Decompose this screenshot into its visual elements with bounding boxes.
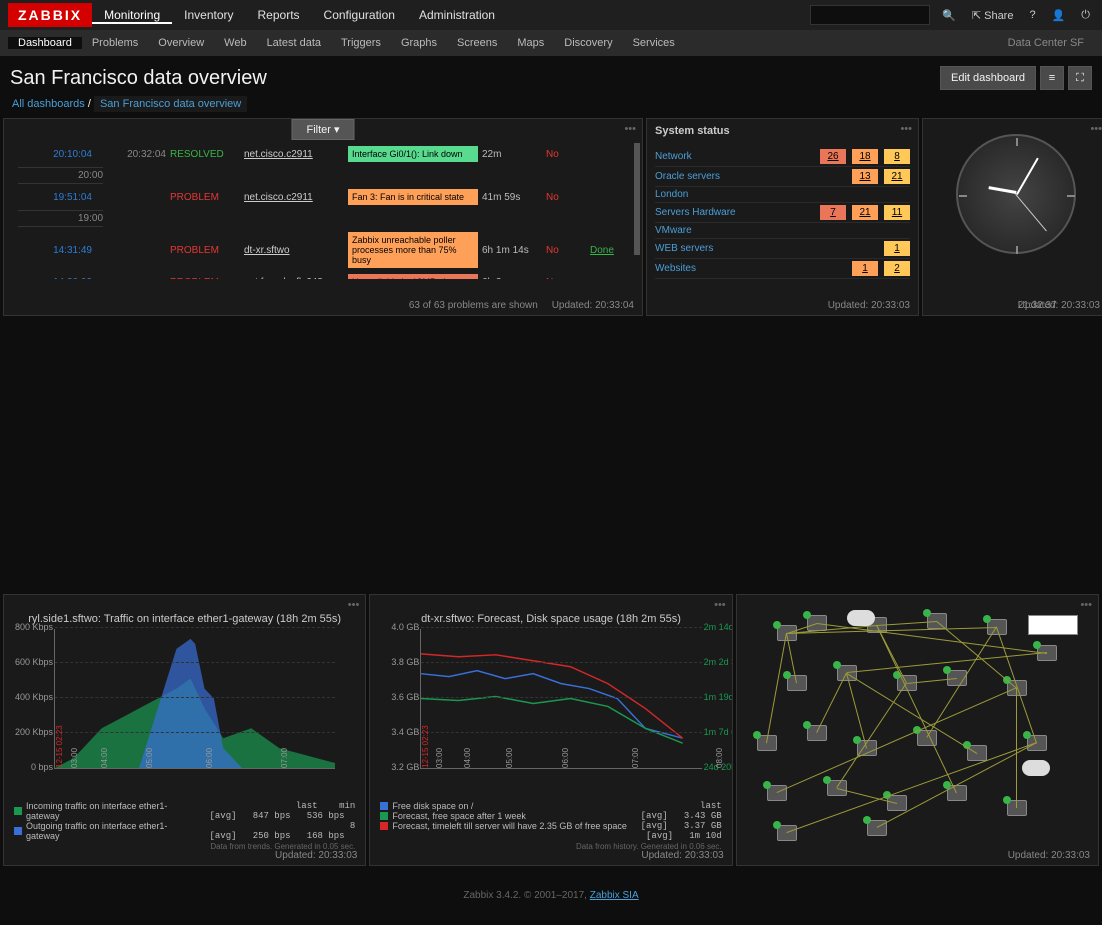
help-icon[interactable]: ? bbox=[1025, 9, 1039, 21]
subnav-screens[interactable]: Screens bbox=[447, 37, 507, 49]
map-updated: Updated: 20:33:03 bbox=[1000, 846, 1098, 865]
subnav-maps[interactable]: Maps bbox=[507, 37, 554, 49]
widget-menu-icon[interactable]: ••• bbox=[348, 599, 360, 611]
chart2-updated: Updated: 20:33:03 bbox=[633, 846, 731, 865]
subnav-web[interactable]: Web bbox=[214, 37, 256, 49]
system-status-updated: Updated: 20:33:03 bbox=[820, 296, 918, 315]
chart1-title: ryl.side1.sftwo: Traffic on interface et… bbox=[4, 595, 365, 629]
footer: Zabbix 3.4.2. © 2001–2017, Zabbix SIA bbox=[0, 866, 1102, 925]
traffic-chart-widget: ••• ryl.side1.sftwo: Traffic on interfac… bbox=[3, 594, 366, 866]
subnav-latest-data[interactable]: Latest data bbox=[257, 37, 331, 49]
breadcrumb: All dashboards / San Francisco data over… bbox=[0, 94, 1102, 118]
search-icon[interactable]: 🔍 bbox=[938, 9, 960, 22]
status-row[interactable]: VMware bbox=[655, 223, 910, 239]
status-row[interactable]: Websites 1 2 bbox=[655, 259, 910, 279]
clock-time: 21:32:37 bbox=[1018, 300, 1057, 311]
widget-menu-icon[interactable]: ••• bbox=[1090, 123, 1102, 135]
problems-widget: Filter ▾ ••• 20:10:04 20:32:04 RESOLVED … bbox=[3, 118, 643, 316]
widget-menu-icon[interactable]: ••• bbox=[900, 123, 912, 135]
subnav-overview[interactable]: Overview bbox=[148, 37, 214, 49]
chart1-updated: Updated: 20:33:03 bbox=[267, 846, 365, 865]
problem-row[interactable]: 14:30:03 PROBLEM net.foundry.fls648 Unav… bbox=[4, 271, 642, 279]
status-row[interactable]: Servers Hardware 7 21 11 bbox=[655, 203, 910, 223]
status-row[interactable]: Oracle servers 13 21 bbox=[655, 167, 910, 187]
subnav-discovery[interactable]: Discovery bbox=[554, 37, 622, 49]
widget-menu-icon[interactable]: ••• bbox=[714, 599, 726, 611]
problem-row[interactable]: 14:31:49 PROBLEM dt-xr.sftwo Zabbix unre… bbox=[4, 229, 642, 271]
edit-dashboard-button[interactable]: Edit dashboard bbox=[940, 66, 1036, 90]
topnav-monitoring[interactable]: Monitoring bbox=[92, 8, 172, 24]
problems-updated: Updated: 20:33:04 bbox=[552, 300, 634, 311]
map-cloud-icon bbox=[847, 610, 875, 626]
top-nav: ZABBIX MonitoringInventoryReportsConfigu… bbox=[0, 0, 1102, 30]
topnav-reports[interactable]: Reports bbox=[246, 8, 312, 22]
subnav-dashboard[interactable]: Dashboard bbox=[8, 37, 82, 49]
status-row[interactable]: Network 26 18 8 bbox=[655, 147, 910, 167]
breadcrumb-current: San Francisco data overview bbox=[94, 96, 247, 112]
sub-nav: DashboardProblemsOverviewWebLatest dataT… bbox=[0, 30, 1102, 56]
clock-face bbox=[956, 134, 1076, 254]
topnav-administration[interactable]: Administration bbox=[407, 8, 507, 22]
status-row[interactable]: WEB servers 1 bbox=[655, 239, 910, 259]
page-title: San Francisco data overview bbox=[10, 67, 267, 90]
problem-row[interactable]: 19:51:04 PROBLEM net.cisco.c2911 Fan 3: … bbox=[4, 186, 642, 208]
chart2-svg bbox=[421, 629, 701, 768]
map-cloud-icon bbox=[1022, 760, 1050, 776]
fullscreen-icon[interactable]: ⛶ bbox=[1068, 66, 1092, 90]
topnav-inventory[interactable]: Inventory bbox=[172, 8, 245, 22]
power-icon[interactable]: ⏻ bbox=[1077, 9, 1094, 22]
status-row[interactable]: London bbox=[655, 187, 910, 203]
user-icon[interactable]: 👤 bbox=[1048, 9, 1070, 22]
page-header: San Francisco data overview Edit dashboa… bbox=[0, 56, 1102, 94]
problem-row[interactable]: 20:10:04 20:32:04 RESOLVED net.cisco.c29… bbox=[4, 143, 642, 165]
chart2-title: dt-xr.sftwo: Forecast, Disk space usage … bbox=[370, 595, 731, 629]
chart1-svg bbox=[55, 629, 335, 768]
system-status-widget: System status ••• Network 26 18 8 Oracle… bbox=[646, 118, 919, 316]
share-button[interactable]: ⇱ Share bbox=[968, 9, 1018, 22]
map-legend bbox=[1028, 615, 1078, 635]
menu-icon[interactable]: ≡ bbox=[1040, 66, 1064, 90]
filter-button[interactable]: Filter ▾ bbox=[291, 119, 354, 140]
breadcrumb-root[interactable]: All dashboards bbox=[12, 98, 85, 110]
network-map-widget: ••• Updated: 20:33:03 bbox=[736, 594, 1099, 866]
location-label: Data Center SF bbox=[1008, 37, 1094, 49]
system-status-title: System status bbox=[655, 125, 730, 137]
footer-link[interactable]: Zabbix SIA bbox=[590, 890, 639, 901]
subnav-problems[interactable]: Problems bbox=[82, 37, 148, 49]
logo[interactable]: ZABBIX bbox=[8, 3, 92, 27]
problems-count: 63 of 63 problems are shown bbox=[409, 300, 538, 311]
subnav-services[interactable]: Services bbox=[623, 37, 685, 49]
subnav-graphs[interactable]: Graphs bbox=[391, 37, 447, 49]
subnav-triggers[interactable]: Triggers bbox=[331, 37, 391, 49]
forecast-chart-widget: ••• dt-xr.sftwo: Forecast, Disk space us… bbox=[369, 594, 732, 866]
clock-widget: ••• 21:32:37 Updated: 20:33:03 bbox=[922, 118, 1102, 316]
search-input[interactable] bbox=[810, 5, 930, 25]
topnav-configuration[interactable]: Configuration bbox=[312, 8, 407, 22]
